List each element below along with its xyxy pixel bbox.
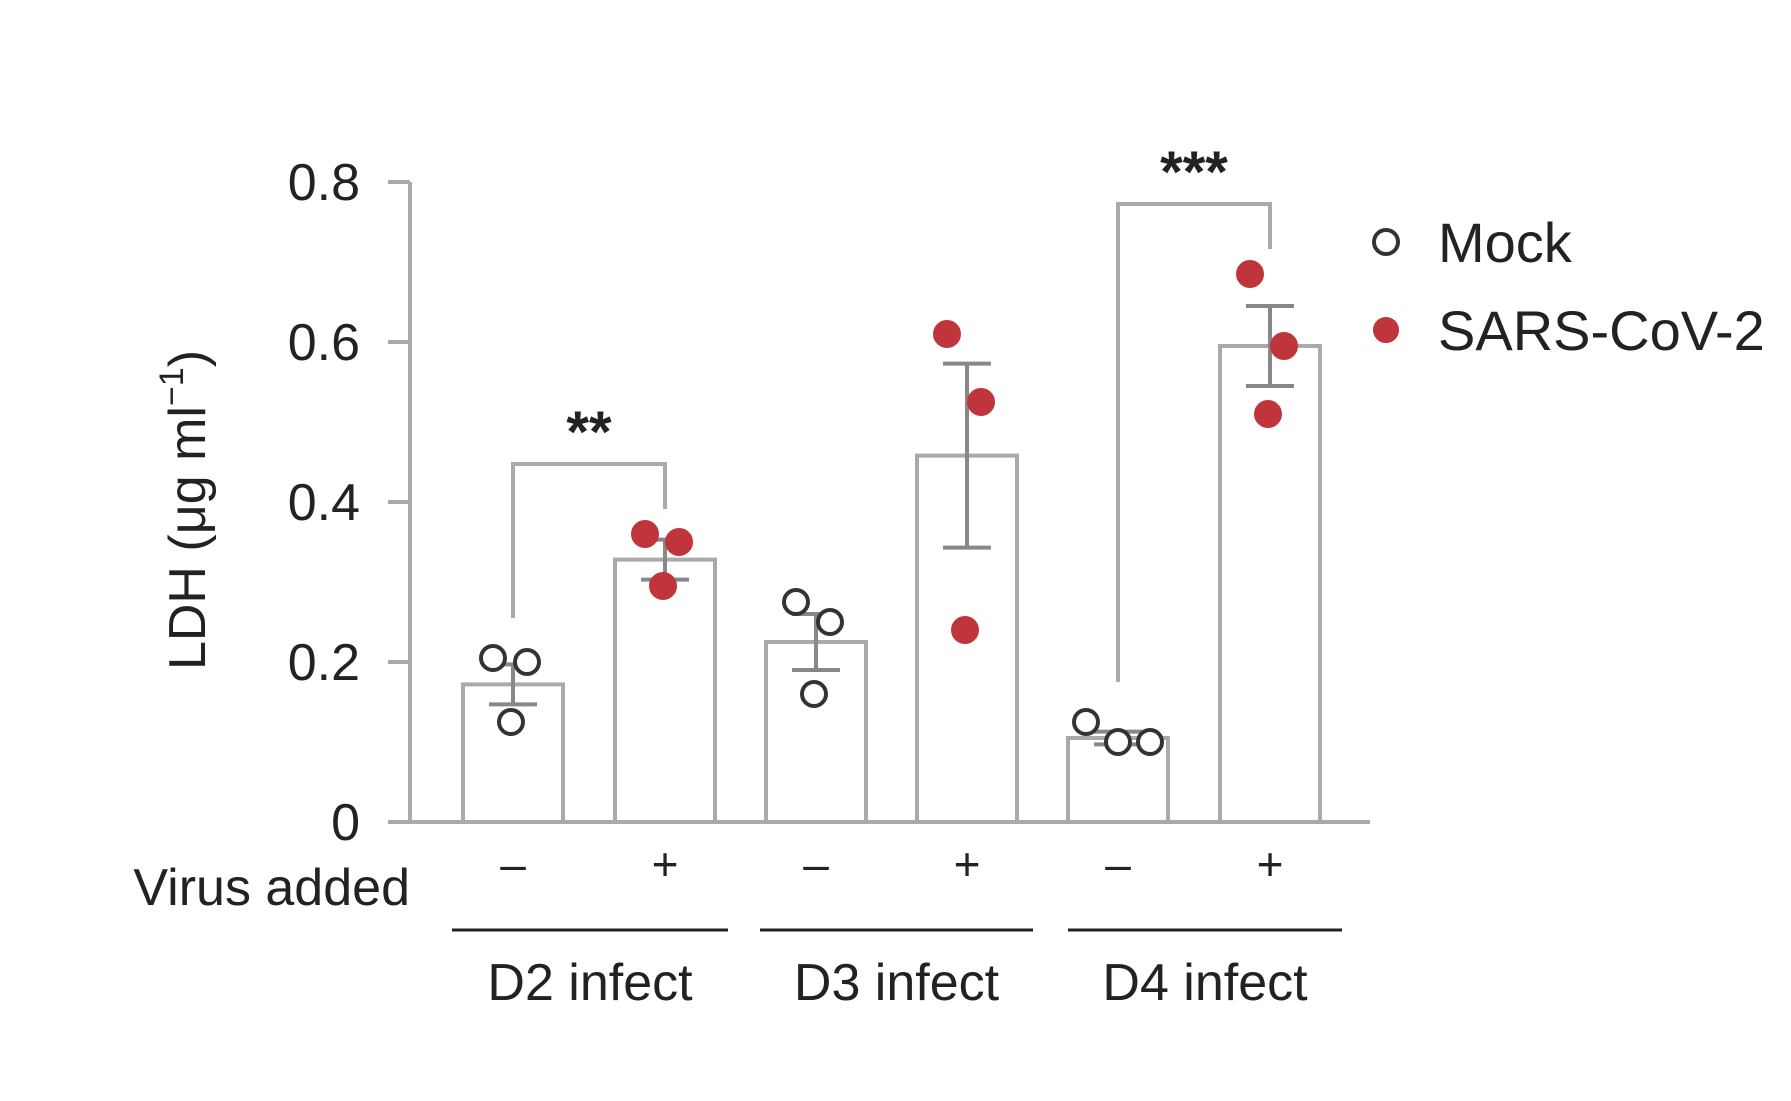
virus-mark: – <box>500 838 526 890</box>
legend: Mock SARS-CoV-2 <box>1372 211 1765 362</box>
sars-cov-2-point <box>933 320 961 348</box>
virus-marks: – + – + – + <box>500 838 1283 890</box>
mock-point <box>800 680 828 708</box>
virus-mark: + <box>652 838 679 890</box>
sars-cov-2-point <box>649 572 677 600</box>
legend-entry: Mock <box>1438 211 1573 274</box>
legend-sars-cov-2-marker <box>1373 317 1399 343</box>
mock-point <box>1136 728 1164 756</box>
sars-cov-2-point <box>951 616 979 644</box>
y-tick-label: 0.4 <box>288 474 360 532</box>
y-tick-label: 0.2 <box>288 634 360 692</box>
virus-mark: – <box>803 838 829 890</box>
bar <box>613 557 717 824</box>
mock-point <box>513 648 541 676</box>
virus-mark: + <box>1257 838 1284 890</box>
y-axis: 0 0.2 0.4 0.6 0.8 <box>288 154 412 852</box>
significance-label: *** <box>1160 140 1228 205</box>
sars-cov-2-point <box>1236 260 1264 288</box>
group-label: D3 infect <box>794 954 1000 1012</box>
y-tick-label: 0.8 <box>288 154 360 212</box>
y-axis-label-main: LDH (μg ml <box>159 406 217 670</box>
group-label: D2 infect <box>487 954 693 1012</box>
mock-point <box>1104 728 1132 756</box>
error-bars <box>489 304 1294 747</box>
virus-added-label: Virus added <box>133 859 410 917</box>
sars-cov-2-point <box>1254 400 1282 428</box>
sars-cov-2-point <box>665 528 693 556</box>
data-points <box>479 260 1298 756</box>
significance-brackets: ***** <box>511 140 1272 682</box>
sars-cov-2-point <box>631 520 659 548</box>
y-tick-label: 0.6 <box>288 314 360 372</box>
group-label: D4 infect <box>1102 954 1308 1012</box>
significance-label: ** <box>566 400 612 465</box>
mock-point <box>497 708 525 736</box>
mock-point <box>479 644 507 672</box>
y-axis-label: LDH (μg ml−1) <box>153 350 217 670</box>
mock-point <box>782 588 810 616</box>
virus-mark: – <box>1105 838 1131 890</box>
group-labels: D2 infect D3 infect D4 infect <box>452 928 1342 1012</box>
mock-point <box>816 608 844 636</box>
legend-entry: SARS-CoV-2 <box>1438 299 1765 362</box>
significance-bracket <box>511 462 667 618</box>
sars-cov-2-point <box>1270 332 1298 360</box>
y-axis-label-superscript: −1 <box>153 367 191 406</box>
significance-bracket <box>1116 202 1272 682</box>
y-axis-label-close: ) <box>159 350 217 367</box>
sars-cov-2-point <box>967 388 995 416</box>
y-tick-label: 0 <box>331 794 360 852</box>
virus-mark: + <box>954 838 981 890</box>
mock-point <box>1072 708 1100 736</box>
legend-mock-marker <box>1372 228 1400 256</box>
